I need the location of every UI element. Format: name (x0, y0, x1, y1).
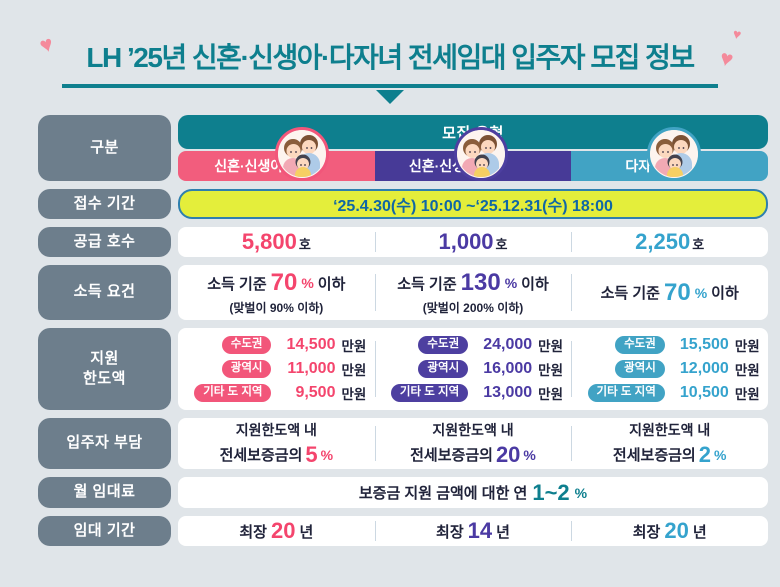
region-pill: 수도권 (615, 335, 665, 355)
lease-value: 14 (467, 518, 493, 543)
table-row-tenant: 입주자 부담 지원한도액 내 전세보증금의 5% 지원한도액 내 전세보증금의 (38, 418, 768, 469)
region-pill: 광역시 (221, 359, 272, 379)
limit-cell-2: 수도권 24,000 만원 광역시 16,000 만원 기타 도 지역 13,000… (374, 328, 572, 410)
income-note: (맞벌이 90% 이하) (229, 301, 324, 315)
region-pill: 기타 도 지역 (194, 383, 272, 403)
table-row-types: 구분 모집 유형 신혼·신생아Ⅰ 신혼·신생아Ⅱ 다자녀 (38, 115, 769, 181)
tenant-cell-1: 지원한도액 내 전세보증금의 5% (219, 421, 334, 467)
period-value-box: ‘25.4.30(수) 10:00 ~‘25.12.31(수) 18:00 (178, 189, 768, 219)
table-row-supply: 공급 호수 5,800 호 1,000 호 (38, 227, 768, 257)
supply-unit: 호 (495, 237, 508, 252)
supply-cell-1: 5,800 호 (178, 227, 375, 257)
income-cell-1: 소득 기준 70% 이하 (맞벌이 90% 이하) (207, 269, 346, 315)
page-title: LH ’25년 신혼·신생아·다자녀 전세임대 입주자 모집 정보 (86, 42, 695, 73)
limit-amount: 15,500 (679, 336, 729, 353)
row-label-category: 구분 (38, 115, 171, 181)
type-newlywed-2: 신혼·신생아Ⅱ (374, 127, 572, 181)
limit-amount: 9,500 (295, 384, 336, 401)
limit-cell-1: 수도권 14,500 만원 광역시 11,000 만원 기타 도 지역 9,500 만… (178, 328, 375, 410)
row-label-period: 접수 기간 (38, 189, 171, 219)
family-avatar (646, 127, 701, 181)
row-label-tenant: 입주자 부담 (38, 418, 171, 469)
type-bar: 신혼·신생아Ⅰ 신혼·신생아Ⅱ 다자녀 (178, 127, 769, 181)
limit-amount: 13,000 (483, 384, 533, 401)
type-multichild: 다자녀 (571, 127, 769, 181)
period-value: ‘25.4.30(수) 10:00 ~‘25.12.31(수) 18:00 (333, 198, 613, 215)
limit-amount: 12,000 (679, 360, 729, 377)
row-label-limit: 지원 한도액 (38, 328, 171, 410)
region-pill: 광역시 (615, 359, 665, 379)
row-label-income: 소득 요건 (38, 265, 171, 320)
supply-value: 2,250 (635, 229, 691, 254)
supply-cell-2: 1,000 호 (374, 227, 572, 257)
monthly-cell: 보증금 지원 금액에 대한 연 1~2% (358, 479, 588, 505)
tenant-cell-2: 지원한도액 내 전세보증금의 20% (374, 418, 572, 469)
row-label-lease: 임대 기간 (38, 516, 171, 546)
limit-amount: 16,000 (483, 360, 533, 377)
lease-cell-1: 최장 20 년 (239, 518, 314, 543)
supply-cell-3: 2,250 호 (571, 227, 768, 257)
type-newlywed-1: 신혼·신생아Ⅰ (178, 127, 375, 181)
region-pill: 기타 도 지역 (587, 383, 665, 403)
row-label-supply: 공급 호수 (38, 227, 171, 257)
family-avatar (453, 127, 508, 181)
supply-value: 1,000 (438, 229, 494, 254)
title-underline (62, 84, 718, 88)
family-avatar (274, 127, 329, 181)
tenant-value: 2 (698, 441, 711, 467)
region-pill: 광역시 (418, 359, 469, 379)
monthly-value: 1~2 (532, 479, 570, 505)
type-header-cell: 모집 유형 신혼·신생아Ⅰ 신혼·신생아Ⅱ 다자녀 (178, 115, 769, 181)
limit-amount: 14,500 (286, 336, 336, 353)
table-row-period: 접수 기간 ‘25.4.30(수) 10:00 ~‘25.12.31(수) 18… (38, 189, 768, 219)
table-row-monthly: 월 임대료 보증금 지원 금액에 대한 연 1~2% (38, 477, 768, 508)
income-value: 70 (663, 278, 691, 306)
tenant-cell-3: 지원한도액 내 전세보증금의 2% (571, 418, 768, 469)
limit-cell-3: 수도권 15,500 만원 광역시 12,000 만원 기타 도 지역 10,500… (571, 328, 768, 410)
supply-unit: 호 (692, 237, 705, 252)
income-note: (맞벌이 200% 이하) (422, 301, 524, 315)
table-row-lease: 임대 기간 최장 20 년 최장 14 년 (38, 516, 768, 546)
income-cell-2: 소득 기준 130% 이하 (맞벌이 200% 이하) (374, 265, 572, 320)
income-value: 70 (270, 269, 298, 296)
lease-cell-2: 최장 14 년 (374, 516, 572, 546)
row-label-monthly: 월 임대료 (38, 477, 171, 508)
supply-value: 5,800 (241, 229, 297, 254)
tenant-value: 5 (305, 441, 318, 467)
income-value: 130 (460, 269, 501, 296)
info-table: 구분 모집 유형 신혼·신생아Ⅰ 신혼·신생아Ⅱ 다자녀 (38, 115, 769, 546)
lease-value: 20 (270, 518, 296, 543)
limit-amount: 11,000 (287, 360, 336, 377)
region-pill: 기타 도 지역 (390, 383, 469, 403)
table-row-income: 소득 요건 소득 기준 70% 이하 (맞벌이 90% 이하) 소득 기준 (38, 265, 768, 320)
region-pill: 수도권 (221, 335, 272, 355)
lease-value: 20 (664, 518, 689, 543)
region-pill: 수도권 (418, 335, 469, 355)
supply-unit: 호 (298, 237, 311, 252)
limit-amount: 10,500 (679, 384, 729, 401)
tenant-value: 20 (495, 441, 521, 467)
income-cell-3: 소득 기준 70% 이하 (571, 265, 768, 320)
lease-cell-3: 최장 20 년 (571, 516, 768, 546)
limit-amount: 24,000 (483, 336, 533, 353)
table-row-limit: 지원 한도액 수도권 14,500 만원 광역시 11,000 만원 (38, 328, 768, 410)
arrow-down-icon (376, 90, 404, 104)
